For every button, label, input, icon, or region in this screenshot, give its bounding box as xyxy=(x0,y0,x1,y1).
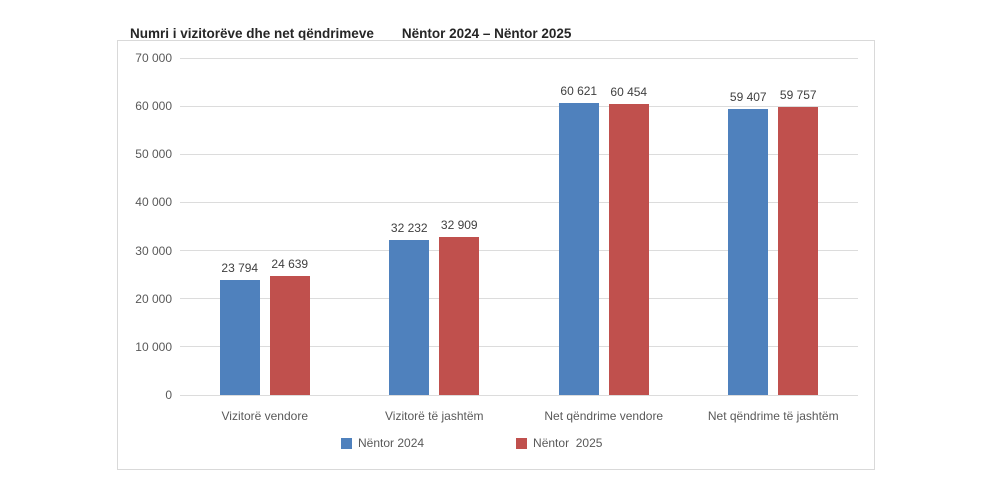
legend-swatch-icon xyxy=(341,437,352,449)
bar-series2-cat3 xyxy=(608,103,649,395)
x-category-label: Net qëndrime vendore xyxy=(544,409,664,423)
y-tick-label: 70 000 xyxy=(135,51,172,65)
gridline xyxy=(180,250,858,252)
legend: Nëntor 2024 Nëntor 2025 xyxy=(341,436,602,450)
bar-series1-cat3 xyxy=(558,103,599,395)
plot-area: 23 794 24 639 32 232 32 909 60 621 60 454 59 4… xyxy=(180,57,858,396)
y-tick-label: 0 xyxy=(165,388,172,402)
gridline xyxy=(180,201,858,203)
bar-series2-cat2 xyxy=(439,236,480,395)
chart-area: 0 10 000 20 000 30 000 40 000 50 000 60 000 70 … xyxy=(117,40,875,470)
bar-series1-cat2 xyxy=(389,239,430,395)
y-tick-label: 60 000 xyxy=(135,99,172,114)
legend-label: Nëntor 2025 xyxy=(533,436,603,450)
bar-value-label: 60 454 xyxy=(610,84,648,99)
y-tick-label: 50 000 xyxy=(135,147,172,162)
legend-entry-series2: Nëntor 2025 xyxy=(516,436,602,450)
bar-series1-cat4 xyxy=(728,109,769,395)
gridline xyxy=(180,105,858,107)
y-tick-label: 20 000 xyxy=(135,291,172,306)
gridline xyxy=(180,298,858,300)
y-tick-label: 40 000 xyxy=(135,195,172,210)
bar-value-label: 32 232 xyxy=(390,220,428,235)
y-tick-label: 10 000 xyxy=(135,339,172,354)
bar-value-label: 23 794 xyxy=(221,261,259,276)
chart-title: Numri i vizitorëve dhe net qëndrimeve Nën… xyxy=(115,11,571,56)
legend-label: Nëntor 2024 xyxy=(358,436,425,450)
bar-value-label: 59 757 xyxy=(779,88,817,103)
bar-series2-cat1 xyxy=(269,276,310,395)
x-category-label: Vizitorë vendore xyxy=(221,409,309,423)
bar-value-label: 32 909 xyxy=(440,217,478,232)
bar-series1-cat1 xyxy=(219,280,260,395)
gridline xyxy=(180,153,858,155)
bar-series2-cat4 xyxy=(778,107,819,395)
legend-swatch-icon xyxy=(516,437,528,449)
chart-title-period: Nëntor 2024 – Nëntor 2025 xyxy=(401,26,572,41)
gridline xyxy=(180,394,858,396)
gridline xyxy=(180,346,858,348)
chart-title-main: Numri i vizitorëve dhe net qëndrimeve xyxy=(130,26,374,41)
x-category-label: Net qëndrime të jashtëm xyxy=(707,409,839,423)
gridline xyxy=(180,57,858,59)
bar-value-label: 59 407 xyxy=(729,90,767,104)
bar-value-label: 60 621 xyxy=(560,84,598,99)
bar-value-label: 24 639 xyxy=(271,257,309,272)
y-tick-label: 30 000 xyxy=(135,243,172,258)
legend-entry-series1: Nëntor 2024 xyxy=(341,436,424,450)
x-category-label: Vizitorë të jashtëm xyxy=(385,409,484,423)
